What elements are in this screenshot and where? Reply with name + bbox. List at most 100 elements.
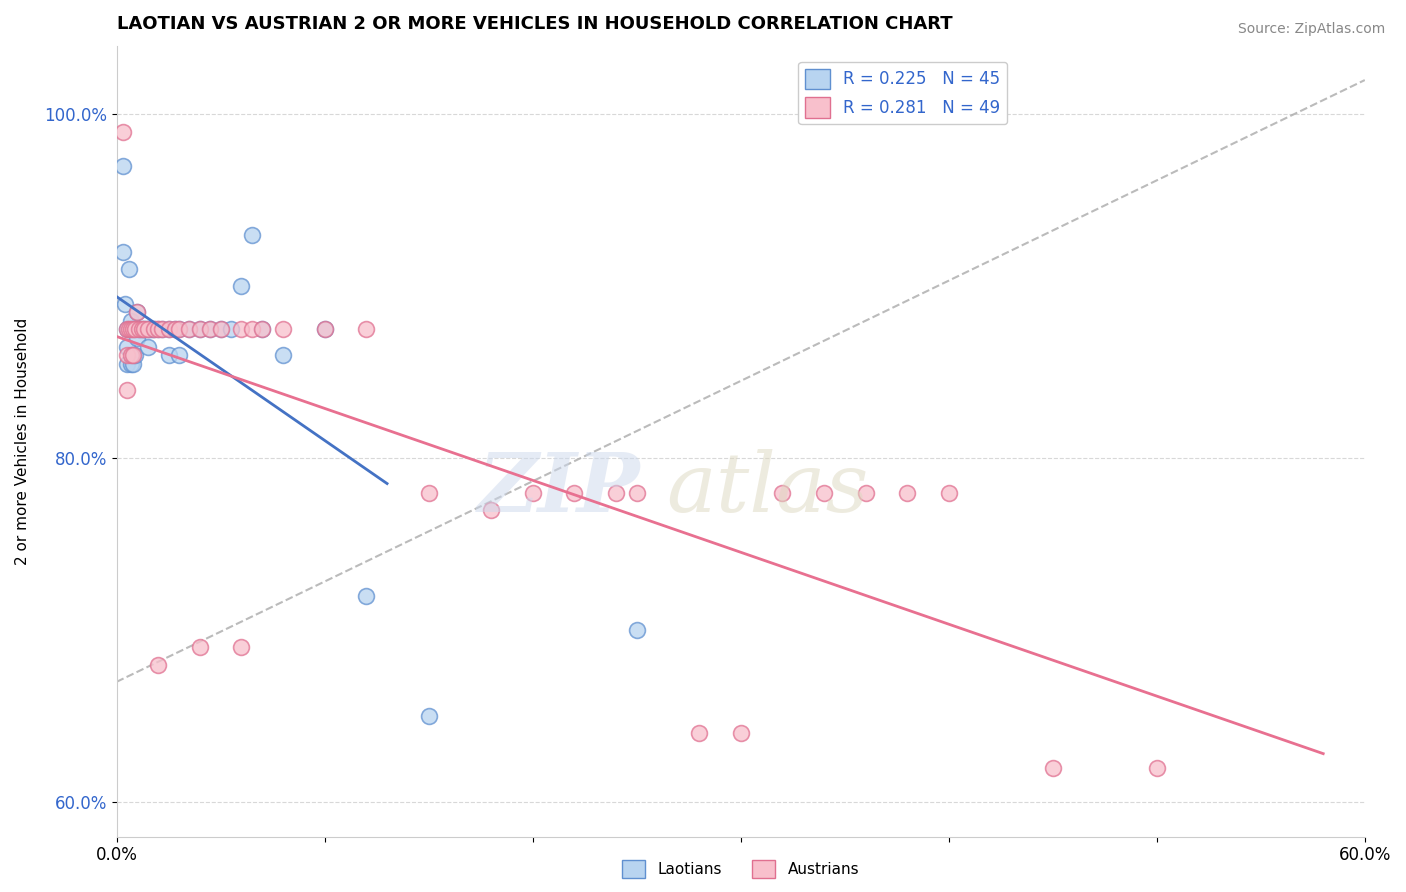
Point bbox=[938, 485, 960, 500]
Point bbox=[188, 322, 211, 336]
Point bbox=[271, 348, 294, 362]
Point bbox=[136, 322, 159, 336]
Point bbox=[128, 322, 150, 336]
Point bbox=[115, 322, 138, 336]
Point bbox=[562, 485, 585, 500]
Point bbox=[115, 383, 138, 397]
Point bbox=[730, 726, 752, 740]
Point bbox=[143, 322, 166, 336]
Point bbox=[115, 322, 138, 336]
Point bbox=[118, 262, 141, 277]
Point bbox=[111, 244, 134, 259]
Point bbox=[120, 348, 142, 362]
Point bbox=[124, 322, 146, 336]
Point bbox=[418, 709, 440, 723]
Point bbox=[135, 322, 157, 336]
Point bbox=[131, 322, 153, 336]
Y-axis label: 2 or more Vehicles in Household: 2 or more Vehicles in Household bbox=[15, 318, 30, 565]
Point bbox=[148, 322, 170, 336]
Text: LAOTIAN VS AUSTRIAN 2 OR MORE VEHICLES IN HOUSEHOLD CORRELATION CHART: LAOTIAN VS AUSTRIAN 2 OR MORE VEHICLES I… bbox=[117, 15, 952, 33]
Point bbox=[141, 322, 163, 336]
Point bbox=[167, 348, 190, 362]
Point bbox=[150, 322, 173, 336]
Point bbox=[271, 322, 294, 336]
Point bbox=[136, 322, 159, 336]
Point bbox=[770, 485, 793, 500]
Point bbox=[148, 657, 170, 672]
Point bbox=[167, 322, 190, 336]
Point bbox=[252, 322, 274, 336]
Point bbox=[136, 340, 159, 354]
Point bbox=[157, 322, 180, 336]
Point bbox=[479, 503, 502, 517]
Point bbox=[120, 322, 142, 336]
Point bbox=[111, 125, 134, 139]
Point bbox=[688, 726, 710, 740]
Point bbox=[132, 322, 155, 336]
Point bbox=[231, 322, 253, 336]
Point bbox=[143, 322, 166, 336]
Point bbox=[163, 322, 186, 336]
Legend: Laotians, Austrians: Laotians, Austrians bbox=[616, 854, 865, 884]
Text: atlas: atlas bbox=[666, 449, 868, 529]
Point bbox=[626, 485, 648, 500]
Point bbox=[179, 322, 201, 336]
Point bbox=[132, 322, 155, 336]
Point bbox=[127, 305, 149, 319]
Point bbox=[522, 485, 544, 500]
Point bbox=[163, 322, 186, 336]
Text: ZIP: ZIP bbox=[478, 449, 641, 529]
Point bbox=[128, 322, 150, 336]
Point bbox=[855, 485, 877, 500]
Point bbox=[1146, 761, 1168, 775]
Text: Source: ZipAtlas.com: Source: ZipAtlas.com bbox=[1237, 22, 1385, 37]
Point bbox=[240, 227, 263, 242]
Point bbox=[157, 348, 180, 362]
Point bbox=[131, 322, 153, 336]
Point bbox=[896, 485, 918, 500]
Point bbox=[122, 322, 145, 336]
Point bbox=[252, 322, 274, 336]
Point bbox=[127, 331, 149, 345]
Point bbox=[114, 296, 136, 310]
Point bbox=[813, 485, 835, 500]
Point bbox=[122, 348, 145, 362]
Point bbox=[122, 357, 145, 371]
Point bbox=[124, 322, 146, 336]
Point bbox=[120, 314, 142, 328]
Point bbox=[139, 322, 162, 336]
Point bbox=[148, 322, 170, 336]
Point bbox=[418, 485, 440, 500]
Point bbox=[1042, 761, 1064, 775]
Point bbox=[188, 322, 211, 336]
Point bbox=[167, 322, 190, 336]
Point bbox=[354, 589, 377, 603]
Point bbox=[127, 305, 149, 319]
Point bbox=[219, 322, 242, 336]
Point bbox=[314, 322, 336, 336]
Point bbox=[122, 322, 145, 336]
Point bbox=[124, 348, 146, 362]
Point bbox=[157, 322, 180, 336]
Point bbox=[605, 485, 627, 500]
Point bbox=[209, 322, 232, 336]
Point bbox=[200, 322, 222, 336]
Point bbox=[314, 322, 336, 336]
Point bbox=[209, 322, 232, 336]
Point bbox=[150, 322, 173, 336]
Point bbox=[200, 322, 222, 336]
Point bbox=[231, 279, 253, 293]
Point bbox=[188, 640, 211, 655]
Point bbox=[354, 322, 377, 336]
Point bbox=[122, 348, 145, 362]
Point bbox=[111, 159, 134, 173]
Point bbox=[118, 322, 141, 336]
Point bbox=[231, 640, 253, 655]
Point bbox=[115, 357, 138, 371]
Point bbox=[120, 357, 142, 371]
Point bbox=[179, 322, 201, 336]
Point bbox=[626, 624, 648, 638]
Point bbox=[115, 340, 138, 354]
Point bbox=[240, 322, 263, 336]
Point bbox=[115, 348, 138, 362]
